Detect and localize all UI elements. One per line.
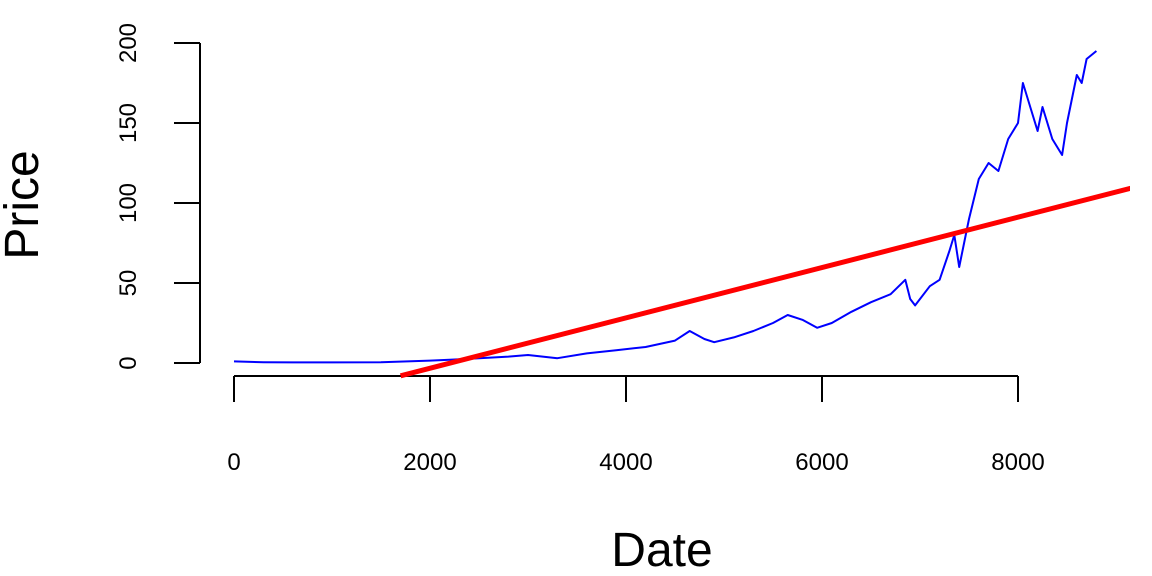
x-axis-title: Date	[611, 524, 712, 576]
price-series-line	[233, 50, 1098, 364]
x-tick-label: 2000	[403, 449, 456, 476]
x-tick-label: 8000	[991, 449, 1044, 476]
x-axis: 0 2000 4000 6000 8000	[227, 375, 1045, 476]
y-tick-label: 0	[115, 356, 142, 369]
x-tick-label: 6000	[795, 449, 848, 476]
x-tick-label: 4000	[599, 449, 652, 476]
y-axis-title: Price	[0, 150, 49, 259]
y-axis: 0 50 100 150 200	[115, 23, 201, 370]
x-tick-label: 0	[227, 449, 240, 476]
y-tick-label: 200	[115, 23, 142, 63]
y-tick-label: 100	[115, 183, 142, 223]
trend-line	[399, 185, 1130, 379]
y-tick-label: 150	[115, 103, 142, 143]
y-tick-label: 50	[115, 270, 142, 297]
series-layer	[233, 50, 1130, 379]
